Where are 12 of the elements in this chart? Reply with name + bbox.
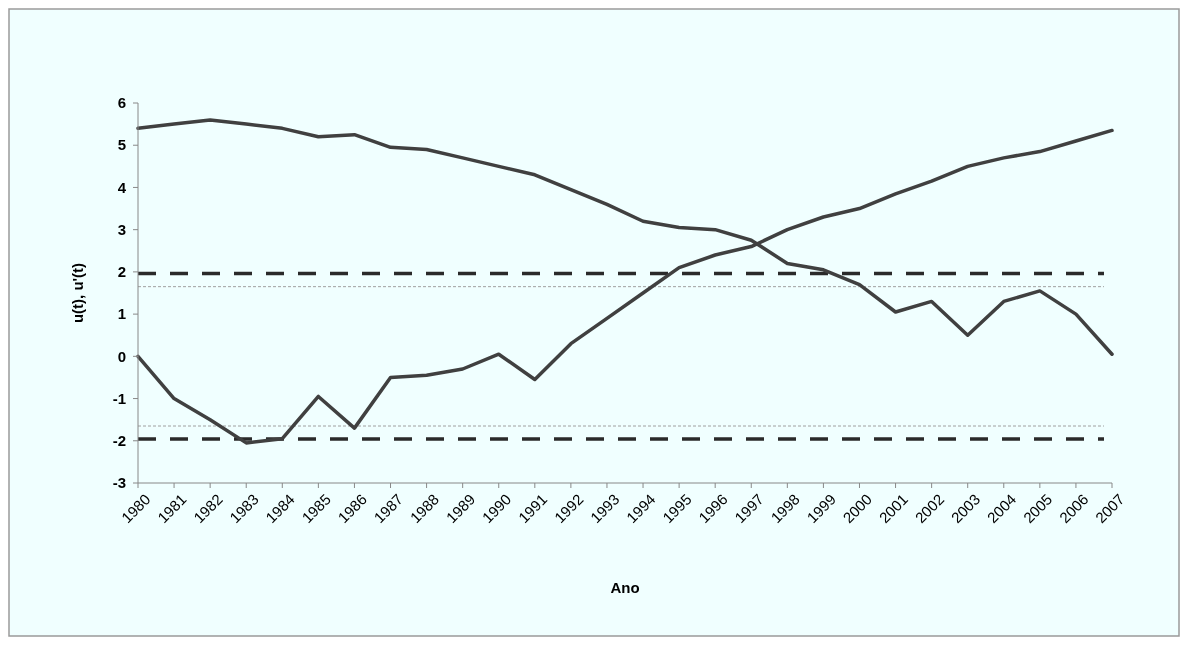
y-tick-label: -3 (112, 474, 126, 492)
y-tick-label: -2 (112, 432, 126, 450)
y-tick-label: 4 (117, 178, 127, 196)
y-tick-label: 6 (117, 94, 126, 112)
y-tick-label: 1 (117, 305, 126, 323)
y-tick-label: -1 (112, 389, 126, 407)
y-tick-label: 2 (117, 263, 126, 281)
y-tick-label: 0 (117, 347, 126, 365)
y-tick-label: 5 (117, 136, 126, 154)
y-tick-label: 3 (117, 220, 126, 238)
y-axis-title: u(t), u'(t) (69, 262, 86, 324)
x-axis-title: Ano (610, 579, 640, 596)
